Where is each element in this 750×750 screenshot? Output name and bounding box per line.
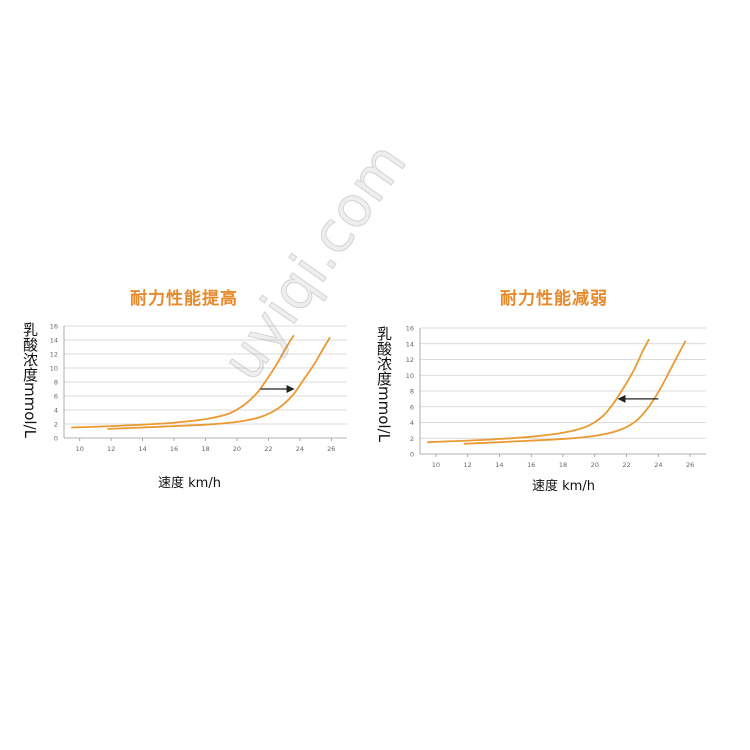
- y-tick-label: 6: [54, 393, 58, 401]
- series-line-1: [427, 338, 650, 444]
- x-tick-label: 16: [527, 461, 535, 469]
- y-tick-label: 12: [406, 356, 414, 364]
- y-tick-label: 14: [406, 340, 414, 348]
- x-tick-label: 12: [107, 445, 115, 453]
- chart-2-ylabel-cn: 乳酸浓度: [375, 326, 393, 386]
- x-tick-label: 18: [559, 461, 567, 469]
- x-tick-label: 10: [432, 461, 440, 469]
- x-tick-label: 24: [296, 445, 304, 453]
- y-tick-label: 12: [50, 351, 58, 359]
- x-tick-label: 18: [201, 445, 209, 453]
- x-tick-label: 24: [654, 461, 662, 469]
- series-line-2: [107, 337, 331, 430]
- y-tick-label: 8: [410, 388, 414, 396]
- series-line-2: [463, 340, 687, 445]
- x-tick-label: 14: [138, 445, 146, 453]
- x-tick-label: 14: [495, 461, 503, 469]
- y-tick-label: 2: [410, 435, 414, 443]
- x-tick-label: 12: [464, 461, 472, 469]
- y-tick-label: 2: [54, 421, 58, 429]
- x-tick-label: 26: [327, 445, 335, 453]
- series-line-1: [71, 334, 295, 429]
- x-tick-label: 10: [76, 445, 84, 453]
- x-tick-label: 20: [591, 461, 599, 469]
- chart-1-ylabel-unit: mmol/L: [21, 382, 39, 438]
- y-tick-label: 4: [410, 419, 414, 427]
- chart-1-title: 耐力性能提高: [130, 289, 238, 309]
- chart-1-ylabel-cn: 乳酸浓度: [21, 322, 39, 382]
- chart-2-ylabel: 乳酸浓度mmol/L: [375, 326, 393, 442]
- x-tick-label: 16: [170, 445, 178, 453]
- y-tick-label: 6: [410, 403, 414, 411]
- chart-1-ylabel: 乳酸浓度mmol/L: [21, 322, 39, 438]
- chart-2-ylabel-unit: mmol/L: [375, 386, 393, 442]
- y-tick-label: 10: [406, 372, 414, 380]
- x-tick-label: 22: [622, 461, 630, 469]
- y-tick-label: 0: [410, 451, 414, 459]
- chart-2-xlabel: 速度 km/h: [532, 479, 595, 494]
- chart-1-xlabel: 速度 km/h: [158, 476, 221, 491]
- x-tick-label: 22: [264, 445, 272, 453]
- y-tick-label: 4: [54, 407, 58, 415]
- y-tick-label: 10: [50, 365, 58, 373]
- chart-2-title: 耐力性能减弱: [500, 289, 608, 309]
- y-tick-label: 14: [50, 337, 58, 345]
- y-tick-label: 16: [406, 325, 414, 333]
- x-tick-label: 26: [686, 461, 694, 469]
- y-tick-label: 16: [50, 323, 58, 331]
- x-tick-label: 20: [233, 445, 241, 453]
- y-tick-label: 8: [54, 379, 58, 387]
- y-tick-label: 0: [54, 435, 58, 443]
